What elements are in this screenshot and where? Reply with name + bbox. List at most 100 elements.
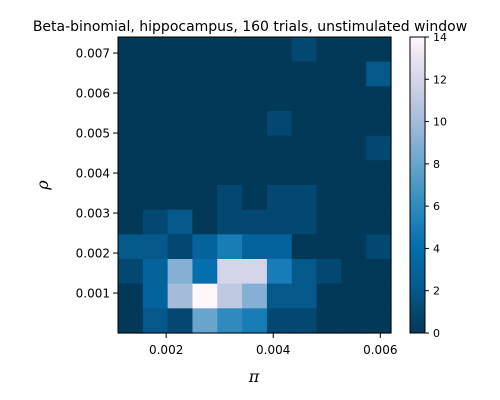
colorbar-tick-label: 4 — [433, 242, 440, 255]
heatmap-cell — [167, 259, 194, 285]
heatmap-cell — [167, 135, 194, 161]
heatmap-cell — [291, 259, 318, 285]
chart-title: Beta-binomial, hippocampus, 160 trials, … — [33, 19, 467, 35]
heatmap-cell — [167, 160, 194, 186]
heatmap-cell — [341, 61, 367, 87]
heatmap-cell — [242, 86, 268, 112]
heatmap-cell — [291, 185, 318, 211]
heatmap-cell — [341, 37, 367, 63]
heatmap-cell — [242, 308, 268, 334]
heatmap-cell — [341, 185, 367, 211]
heatmap-cell — [167, 209, 194, 235]
heatmap-cell — [341, 259, 367, 285]
y-tick-label: 0.002 — [76, 247, 110, 261]
heatmap-cell — [291, 61, 318, 87]
heatmap-cell — [291, 135, 318, 161]
heatmap-cell — [242, 283, 268, 309]
x-tick-label: 0.004 — [256, 343, 290, 357]
heatmap-cell — [266, 160, 293, 186]
heatmap-cell — [217, 160, 243, 186]
heatmap-cell — [266, 37, 293, 63]
heatmap-cell — [291, 308, 318, 334]
heatmap-cell — [291, 209, 318, 235]
heatmap-cell — [366, 234, 392, 260]
heatmap-cell — [192, 61, 218, 87]
heatmap-cell — [142, 61, 169, 87]
heatmap-cell — [142, 308, 169, 334]
heatmap-cell — [316, 259, 342, 285]
heatmap-cell — [316, 283, 342, 309]
colorbar-ticks: 0 2 4 6 8 10 12 14 — [425, 31, 447, 340]
heatmap-cell — [242, 61, 268, 87]
heatmap-cell — [142, 86, 169, 112]
heatmap-cell — [316, 86, 342, 112]
heatmap-cell — [118, 160, 144, 186]
heatmap-cell — [217, 61, 243, 87]
heatmap-cell — [341, 308, 367, 334]
colorbar — [410, 37, 425, 333]
heatmap-cell — [366, 259, 392, 285]
heatmap-cell — [217, 209, 243, 235]
heatmap-cell — [167, 61, 194, 87]
heatmap-cell — [167, 308, 194, 334]
heatmap-cell — [266, 209, 293, 235]
heatmap-cell — [118, 283, 144, 309]
y-axis-label: ρ — [33, 180, 52, 191]
heatmap-cell — [316, 111, 342, 137]
heatmap-cell — [316, 308, 342, 334]
heatmap-cell — [316, 209, 342, 235]
y-tick-label: 0.001 — [76, 287, 110, 301]
x-tick-label: 0.006 — [363, 343, 397, 357]
colorbar-frame — [409, 36, 426, 334]
heatmap-cell — [192, 209, 218, 235]
plot-frame — [117, 36, 392, 334]
heatmap-cell — [316, 160, 342, 186]
heatmap-cell — [291, 283, 318, 309]
heatmap-cell — [192, 283, 218, 309]
heatmap-cell — [118, 259, 144, 285]
heatmap-cell — [118, 37, 144, 63]
y-tick-label: 0.006 — [76, 87, 110, 101]
heatmap-cell — [242, 209, 268, 235]
heatmap-cell — [291, 111, 318, 137]
heatmap-cell — [142, 111, 169, 137]
heatmap-cell — [242, 185, 268, 211]
heatmap-cell — [242, 160, 268, 186]
heatmap-cell — [167, 185, 194, 211]
heatmap-cell — [167, 283, 194, 309]
heatmap-cell — [142, 37, 169, 63]
y-tick-label: 0.005 — [76, 127, 110, 141]
x-axis-label: π — [248, 367, 260, 386]
colorbar-tick-label: 8 — [433, 158, 440, 171]
heatmap-cell — [192, 160, 218, 186]
heatmap-cell — [366, 111, 392, 137]
heatmap-cell — [366, 86, 392, 112]
heatmap-cell — [167, 37, 194, 63]
heatmap-cell — [142, 135, 169, 161]
heatmap-cell — [118, 209, 144, 235]
heatmap-cell — [217, 135, 243, 161]
heatmap-cell — [366, 61, 392, 87]
heatmap-cell — [341, 135, 367, 161]
heatmap-cell — [192, 185, 218, 211]
heatmap-cell — [341, 283, 367, 309]
heatmap-cell — [266, 135, 293, 161]
heatmap-cell — [341, 111, 367, 137]
heatmap-cell — [192, 259, 218, 285]
heatmap-cell — [366, 37, 392, 63]
heatmap-cell — [118, 135, 144, 161]
colorbar-tick-label: 6 — [433, 200, 440, 213]
heatmap-cell — [142, 209, 169, 235]
heatmap-cell — [291, 37, 318, 63]
heatmap-cell — [366, 160, 392, 186]
heatmap-cell — [266, 61, 293, 87]
heatmap-cell — [167, 111, 194, 137]
heatmap-cell — [142, 283, 169, 309]
heatmap-cell — [217, 283, 243, 309]
y-tick-label: 0.004 — [76, 167, 110, 181]
heatmap-cell — [242, 135, 268, 161]
heatmap-cell — [118, 111, 144, 137]
heatmap-cell — [217, 234, 243, 260]
heatmap-cell — [266, 259, 293, 285]
